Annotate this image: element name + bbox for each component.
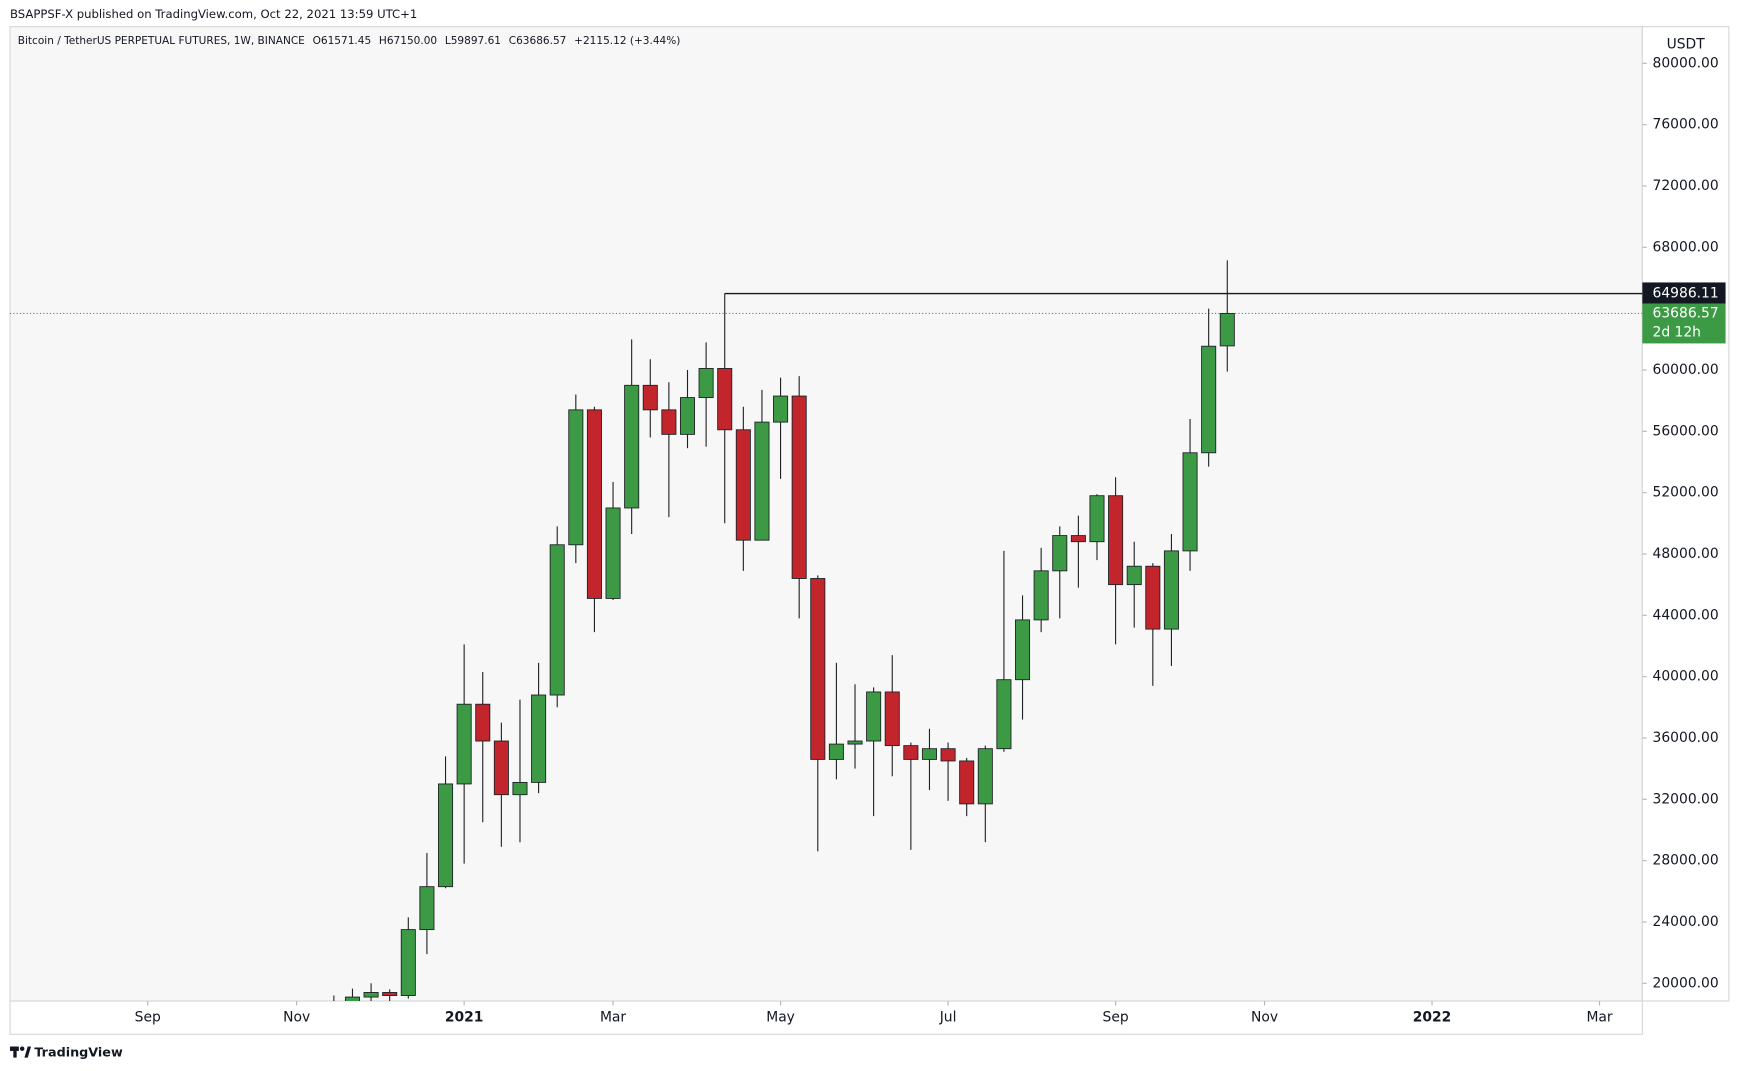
x-tick-label: Sep <box>1103 1010 1129 1026</box>
candle-body <box>996 679 1012 750</box>
candles <box>9 260 1643 1002</box>
x-tick-label: Mar <box>1586 1010 1612 1026</box>
candle-body <box>568 409 584 546</box>
y-tick-label: 60000.00 <box>1653 362 1719 378</box>
y-tick-label: 52000.00 <box>1653 485 1719 501</box>
candle-body <box>605 507 621 599</box>
y-tick-label: 80000.00 <box>1653 55 1719 71</box>
y-tick-label: 44000.00 <box>1653 607 1719 623</box>
candle-body <box>1070 535 1086 543</box>
instrument: Bitcoin / TetherUS PERPETUAL FUTURES, 1W… <box>18 35 305 47</box>
candle-body <box>493 740 509 796</box>
x-tick-label: Nov <box>1251 1010 1278 1026</box>
candle-body <box>549 544 565 696</box>
currency-label: USDT <box>1667 36 1706 52</box>
last-price-box <box>1642 303 1726 344</box>
y-tick-label: 28000.00 <box>1653 853 1719 869</box>
candle-body <box>642 384 658 411</box>
candle-body <box>344 996 360 1002</box>
x-tick-label: Jul <box>939 1010 957 1026</box>
x-tick-label: May <box>766 1010 795 1026</box>
candle-body <box>1126 565 1142 586</box>
countdown-label: 2d 12h <box>1653 324 1701 340</box>
candle-body <box>363 992 379 998</box>
x-tick-label: Mar <box>600 1010 626 1026</box>
last-price-label: 63686.57 <box>1653 305 1719 321</box>
candle-body <box>679 397 696 435</box>
ohlc-change: +2115.12 (+3.44%) <box>574 35 680 47</box>
candle-body <box>1163 550 1179 630</box>
y-tick-label: 56000.00 <box>1653 423 1719 439</box>
candle-body <box>735 429 751 541</box>
x-tick-label: 2022 <box>1413 1010 1452 1026</box>
candle-body <box>438 783 454 888</box>
y-tick-label: 36000.00 <box>1653 730 1719 746</box>
x-tick-label: 2021 <box>445 1010 484 1026</box>
candle-body <box>959 760 975 805</box>
candle-body <box>1145 565 1161 630</box>
candle-body <box>884 691 900 747</box>
candle-body <box>903 745 919 760</box>
ohlc-close: C63686.57 <box>509 35 567 47</box>
y-tick-label: 76000.00 <box>1653 117 1719 133</box>
candle-body <box>1201 345 1217 454</box>
candle-body <box>624 384 640 509</box>
candle-body <box>1182 452 1198 552</box>
candle-body <box>475 703 491 742</box>
candle-body <box>754 421 770 541</box>
brand-logo <box>9 1046 32 1058</box>
legend: Bitcoin / TetherUS PERPETUAL FUTURES, 1W… <box>18 35 681 47</box>
x-tick-label: Sep <box>135 1010 161 1026</box>
candle-body <box>810 578 826 760</box>
level-price-box <box>1642 282 1726 305</box>
brand-name: TradingView <box>34 1046 123 1061</box>
candle-body <box>1033 570 1049 621</box>
candle-body <box>847 740 863 745</box>
candle-body <box>400 929 416 996</box>
candle-body <box>531 694 547 783</box>
candle-body <box>717 368 733 431</box>
candle-body <box>661 409 677 435</box>
candle-body <box>1052 535 1068 572</box>
candle-body <box>382 992 398 996</box>
candle-body <box>1219 313 1235 347</box>
candle-body <box>828 743 844 760</box>
candle-body <box>1108 495 1124 586</box>
candle-body <box>977 748 993 805</box>
x-tick-label: Nov <box>283 1010 310 1026</box>
published-note: BSAPPSF-X published on TradingView.com, … <box>10 7 417 21</box>
time-axis <box>9 1000 1643 1035</box>
price-axis <box>1641 26 1730 1002</box>
candle-body <box>586 409 602 599</box>
candle-body <box>866 691 882 742</box>
y-tick-label: 20000.00 <box>1653 975 1719 991</box>
y-tick-label: 48000.00 <box>1653 546 1719 562</box>
candle-body <box>773 395 789 423</box>
ohlc-open: O61571.45 <box>313 35 372 47</box>
y-tick-label: 68000.00 <box>1653 239 1719 255</box>
candle-body <box>456 703 472 785</box>
y-tick-label: 24000.00 <box>1653 914 1719 930</box>
y-tick-label: 32000.00 <box>1653 791 1719 807</box>
plot-area <box>9 26 1643 1002</box>
y-tick-label: 40000.00 <box>1653 669 1719 685</box>
candle-body <box>940 748 956 762</box>
candle-body <box>1015 619 1031 681</box>
candle-body <box>921 748 937 760</box>
level-price-label: 64986.11 <box>1653 286 1719 302</box>
ohlc-high: H67150.00 <box>379 35 437 47</box>
candle-body <box>1089 495 1105 543</box>
candle-body <box>791 395 807 579</box>
candle-body <box>419 886 435 931</box>
candle-body <box>698 368 714 399</box>
candle-body <box>512 781 528 796</box>
ohlc-low: L59897.61 <box>445 35 501 47</box>
y-tick-label: 72000.00 <box>1653 178 1719 194</box>
